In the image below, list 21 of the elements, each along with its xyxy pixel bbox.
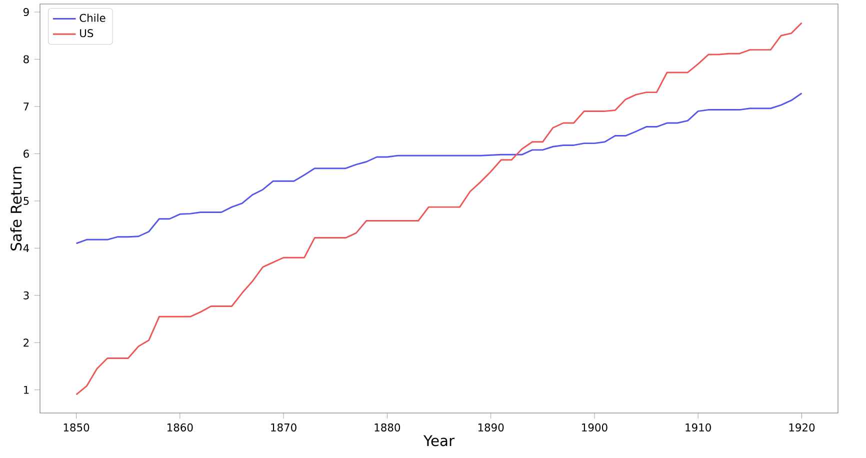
y-tick-label: 2 (24, 338, 29, 347)
y-tick-label: 6 (24, 150, 29, 158)
x-tick-label: 1880 (374, 423, 400, 432)
legend-label: US (80, 29, 94, 38)
x-tick-label: 1890 (478, 423, 504, 432)
y-tick-label: 1 (24, 386, 29, 394)
y-axis-title: Safe Return (10, 166, 22, 250)
y-tick-label: 8 (24, 55, 29, 64)
x-tick-label: 1900 (582, 423, 608, 432)
x-tick-label: 1870 (271, 423, 296, 432)
legend-label: Chile (80, 14, 106, 22)
y-tick-label: 9 (23, 8, 29, 16)
x-tick-label: 1850 (64, 423, 90, 432)
y-tick-label: 7 (24, 102, 29, 110)
y-tick-label: 4 (23, 244, 30, 252)
x-tick-label: 1910 (686, 423, 711, 432)
x-tick-label: 1920 (789, 423, 815, 432)
x-axis-title: Year (423, 435, 455, 446)
y-tick-label: 3 (24, 291, 29, 300)
y-tick-label: 5 (24, 196, 29, 205)
x-tick-label: 1860 (168, 423, 193, 432)
